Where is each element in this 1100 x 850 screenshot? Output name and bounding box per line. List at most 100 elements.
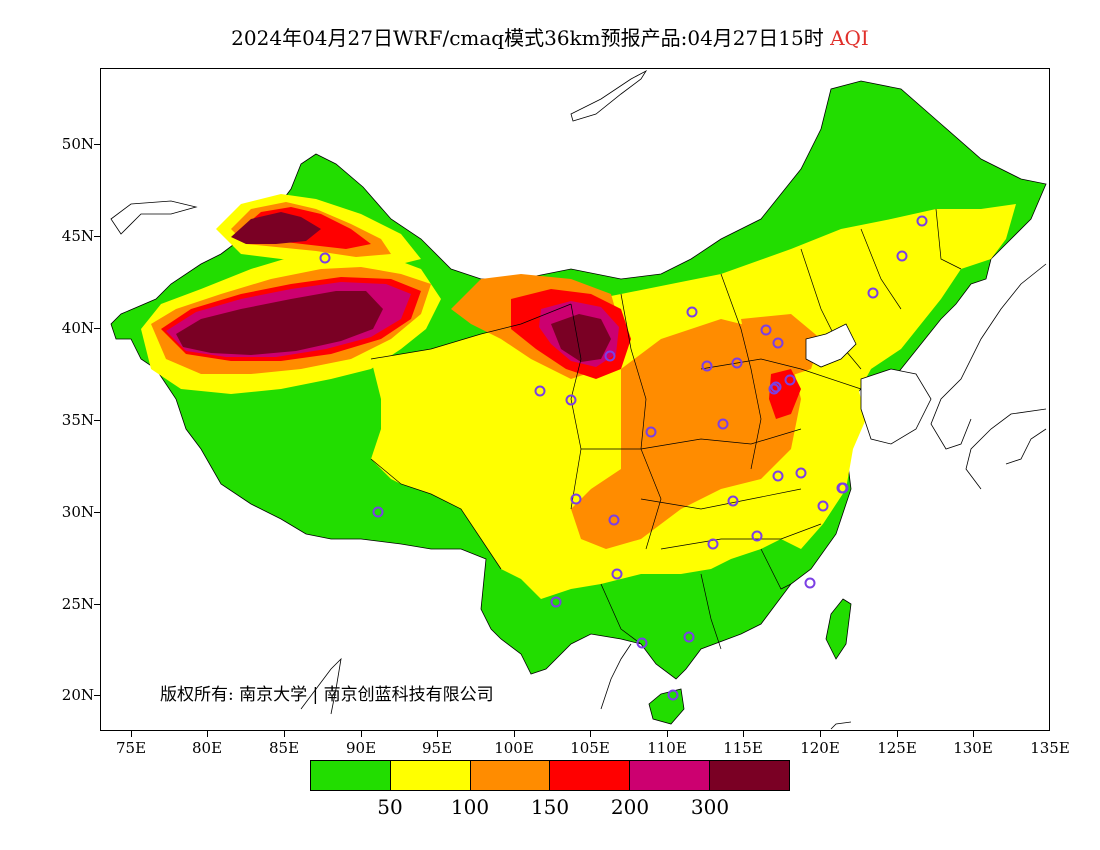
lon-label-75e: 75E — [115, 739, 147, 757]
city-marker — [804, 577, 816, 589]
legend-swatch-moderate — [389, 761, 470, 790]
lat-tick — [94, 512, 100, 513]
lat-tick — [94, 695, 100, 696]
lon-label-80e: 80E — [191, 739, 223, 757]
city-marker — [817, 500, 829, 512]
city-markers-layer — [319, 215, 928, 701]
lon-label-120e: 120E — [800, 739, 840, 757]
province-boundaries — [370, 208, 962, 650]
legend-label-300: 300 — [690, 795, 730, 819]
region-hazardous-taklimakan — [176, 291, 383, 355]
lat-label-40n: 40N — [61, 319, 94, 337]
lon-label-135e: 135E — [1030, 739, 1070, 757]
city-marker — [570, 493, 582, 505]
lat-label-45n: 45N — [61, 227, 94, 245]
city-marker — [550, 596, 562, 608]
legend-label-100: 100 — [450, 795, 490, 819]
city-marker — [707, 538, 719, 550]
city-marker — [768, 383, 780, 395]
lon-tick — [284, 731, 285, 737]
city-marker — [727, 495, 739, 507]
lon-tick — [207, 731, 208, 737]
lon-tick — [590, 731, 591, 737]
city-marker — [867, 287, 879, 299]
city-marker — [731, 357, 743, 369]
city-marker — [604, 350, 616, 362]
legend-swatch-very-unhealthy — [629, 761, 710, 790]
legend-swatch-unhealthy — [549, 761, 630, 790]
city-marker — [683, 631, 695, 643]
lon-label-130e: 130E — [953, 739, 993, 757]
island-taiwan — [825, 598, 852, 660]
lon-tick — [743, 731, 744, 737]
city-marker — [611, 568, 623, 580]
map-panel — [100, 68, 1050, 731]
legend-label-200: 200 — [610, 795, 650, 819]
region-unhealthy-hebei — [769, 369, 801, 419]
city-marker — [836, 482, 848, 494]
region-hazardous-junggar — [231, 212, 321, 244]
lon-label-85e: 85E — [268, 739, 300, 757]
city-marker — [608, 514, 620, 526]
lat-label-35n: 35N — [61, 411, 94, 429]
legend-swatch-good — [311, 761, 390, 790]
lon-tick — [820, 731, 821, 737]
aqi-legend — [310, 760, 790, 791]
city-marker — [772, 337, 784, 349]
city-marker — [916, 215, 928, 227]
title-variable: AQI — [830, 26, 869, 50]
island-hainan — [648, 688, 685, 725]
city-marker — [770, 381, 782, 393]
bohai-sea — [805, 323, 857, 368]
city-marker — [772, 470, 784, 482]
city-marker — [751, 530, 763, 542]
lon-label-110e: 110E — [647, 739, 687, 757]
city-marker — [717, 418, 729, 430]
lat-label-30n: 30N — [61, 503, 94, 521]
title-main: 2024年04月27日WRF/cmaq模式36km预报产品:04月27日15时 — [231, 26, 824, 50]
lon-tick — [897, 731, 898, 737]
lon-tick — [131, 731, 132, 737]
lat-tick — [94, 144, 100, 145]
city-marker — [319, 252, 331, 264]
lat-tick — [94, 328, 100, 329]
lon-tick — [514, 731, 515, 737]
lon-label-95e: 95E — [421, 739, 453, 757]
city-marker — [645, 426, 657, 438]
lon-tick — [667, 731, 668, 737]
city-marker — [795, 467, 807, 479]
lon-label-115e: 115E — [723, 739, 763, 757]
copyright-text: 版权所有: 南京大学 | 南京创蓝科技有限公司 — [160, 685, 494, 705]
lon-label-100e: 100E — [494, 739, 534, 757]
neighbor-coastlines — [110, 69, 1047, 730]
city-marker — [534, 385, 546, 397]
region-hazardous-ordos — [551, 314, 611, 362]
city-marker — [760, 324, 772, 336]
yellow-sea — [860, 368, 932, 445]
lat-label-50n: 50N — [61, 135, 94, 153]
lon-label-90e: 90E — [345, 739, 377, 757]
lat-tick — [94, 236, 100, 237]
lat-tick — [94, 604, 100, 605]
city-marker — [667, 689, 679, 701]
lon-label-105e: 105E — [570, 739, 610, 757]
legend-label-50: 50 — [377, 795, 403, 819]
city-marker — [784, 374, 796, 386]
lat-label-25n: 25N — [61, 595, 94, 613]
lat-tick — [94, 420, 100, 421]
lon-tick — [361, 731, 362, 737]
city-markers — [319, 215, 928, 701]
city-marker — [896, 250, 908, 262]
legend-swatch-hazardous — [709, 761, 789, 790]
city-marker — [372, 506, 384, 518]
city-marker — [565, 394, 577, 406]
aqi-map — [110, 69, 1047, 730]
region-usg-central — [571, 319, 801, 549]
city-marker — [686, 306, 698, 318]
map-title: 2024年04月27日WRF/cmaq模式36km预报产品:04月27日15时 … — [0, 22, 1100, 51]
lon-tick — [973, 731, 974, 737]
legend-label-150: 150 — [530, 795, 570, 819]
city-marker — [701, 360, 713, 372]
lat-label-20n: 20N — [61, 686, 94, 704]
lon-label-125e: 125E — [877, 739, 917, 757]
